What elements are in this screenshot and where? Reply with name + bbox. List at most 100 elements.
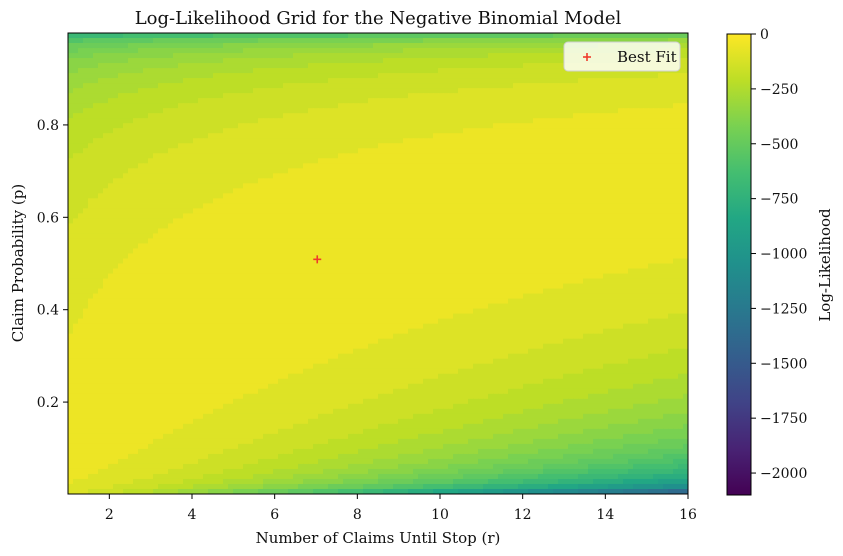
heatmap-cell xyxy=(103,208,109,214)
heatmap-cell xyxy=(518,193,524,199)
heatmap-cell xyxy=(163,178,169,184)
heatmap-cell xyxy=(528,88,534,94)
heatmap-cell xyxy=(618,213,624,219)
heatmap-cell xyxy=(548,203,554,209)
heatmap-cell xyxy=(358,173,364,179)
heatmap-cell xyxy=(338,63,344,69)
heatmap-cell xyxy=(158,203,164,209)
heatmap-cell xyxy=(298,163,304,169)
heatmap-cell xyxy=(308,143,314,149)
heatmap-cell xyxy=(663,128,669,134)
heatmap-cell xyxy=(358,208,364,214)
heatmap-cell xyxy=(513,158,519,164)
heatmap-cell xyxy=(88,73,94,79)
heatmap-cell xyxy=(543,198,549,204)
heatmap-cell xyxy=(308,93,314,99)
heatmap-cell xyxy=(613,193,619,199)
heatmap-cell xyxy=(123,128,129,134)
heatmap-cell xyxy=(308,218,314,225)
heatmap-cell xyxy=(623,158,629,164)
heatmap-cell xyxy=(468,153,474,159)
heatmap-cell xyxy=(353,68,359,74)
heatmap-cell xyxy=(593,78,599,84)
heatmap-cell xyxy=(253,108,259,114)
heatmap-cell xyxy=(533,48,539,54)
heatmap-cell xyxy=(413,73,419,79)
heatmap-cell xyxy=(593,228,599,235)
heatmap-cell xyxy=(373,213,379,219)
heatmap-cell xyxy=(138,83,144,89)
heatmap-cell xyxy=(288,163,294,169)
heatmap-cell xyxy=(458,138,464,144)
heatmap-cell xyxy=(393,128,399,134)
heatmap-cell xyxy=(303,163,309,169)
heatmap-cell xyxy=(328,138,334,144)
heatmap-cell xyxy=(653,78,659,84)
heatmap-cell xyxy=(183,78,189,84)
heatmap-cell xyxy=(438,163,444,169)
heatmap-cell xyxy=(238,38,244,44)
heatmap-cell xyxy=(603,143,609,149)
heatmap-cell xyxy=(353,78,359,84)
heatmap-cell xyxy=(103,163,109,169)
heatmap-cell xyxy=(423,208,429,214)
heatmap-cell xyxy=(368,78,374,84)
heatmap-cell xyxy=(293,63,299,69)
heatmap-cell xyxy=(468,223,474,230)
heatmap-cell xyxy=(343,163,349,169)
heatmap-cell xyxy=(238,193,244,199)
heatmap-cell xyxy=(348,218,354,225)
heatmap-cell xyxy=(563,228,569,235)
heatmap-cell xyxy=(158,193,164,199)
heatmap-cell xyxy=(553,78,559,84)
heatmap-cell xyxy=(388,118,394,124)
heatmap-cell xyxy=(598,108,604,114)
heatmap-cell xyxy=(123,103,129,109)
heatmap-cell xyxy=(598,78,604,84)
heatmap-cell xyxy=(383,218,389,225)
heatmap-cell xyxy=(128,153,134,159)
heatmap-cell xyxy=(488,223,494,230)
heatmap-cell xyxy=(383,93,389,99)
heatmap-cell xyxy=(528,58,534,64)
heatmap-cell xyxy=(133,38,139,44)
heatmap-cell xyxy=(538,188,544,194)
heatmap-cell xyxy=(668,158,674,164)
heatmap-cell xyxy=(578,228,584,235)
heatmap-cell xyxy=(513,38,519,44)
heatmap-cell xyxy=(318,63,324,69)
heatmap-cell xyxy=(343,178,349,184)
heatmap-cell xyxy=(503,108,509,114)
heatmap-cell xyxy=(623,93,629,99)
heatmap-cell xyxy=(363,83,369,89)
heatmap-cell xyxy=(658,98,664,104)
heatmap-cell xyxy=(658,93,664,99)
heatmap-cell xyxy=(543,78,549,84)
heatmap-cell xyxy=(188,63,194,69)
heatmap-cell xyxy=(313,68,319,74)
heatmap-cell xyxy=(538,58,544,64)
heatmap-cell xyxy=(483,213,489,219)
heatmap-cell xyxy=(333,98,339,104)
heatmap-cell xyxy=(588,98,594,104)
heatmap-cell xyxy=(328,173,334,179)
heatmap-cell xyxy=(273,228,279,235)
heatmap-cell xyxy=(328,43,334,49)
heatmap-cell xyxy=(508,138,514,144)
heatmap-cell xyxy=(428,38,434,44)
heatmap-cell xyxy=(678,198,684,204)
heatmap-cell xyxy=(523,33,529,39)
heatmap-cell xyxy=(488,38,494,44)
heatmap-cell xyxy=(578,128,584,134)
heatmap-cell xyxy=(488,33,494,39)
heatmap-cell xyxy=(538,143,544,149)
heatmap-cell xyxy=(178,138,184,144)
heatmap-cell xyxy=(668,73,674,79)
heatmap-cell xyxy=(538,108,544,114)
heatmap-cell xyxy=(528,173,534,179)
heatmap-cell xyxy=(438,183,444,189)
heatmap-cell xyxy=(88,163,94,169)
heatmap-cell xyxy=(658,158,664,164)
heatmap-cell xyxy=(218,233,224,240)
heatmap-cell xyxy=(193,33,199,39)
